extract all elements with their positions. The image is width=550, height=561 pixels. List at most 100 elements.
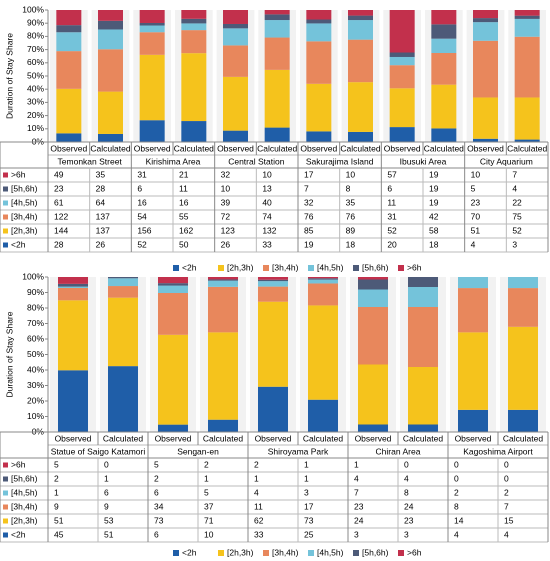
y-tick-label: 50% bbox=[27, 70, 44, 80]
bar-segment bbox=[208, 277, 238, 280]
bar-segment bbox=[98, 10, 123, 21]
table-cell: 122 bbox=[54, 211, 68, 221]
table-cell: 2 bbox=[454, 487, 459, 497]
table-cell: 57 bbox=[387, 169, 397, 179]
table-cell: 22 bbox=[512, 197, 522, 207]
x-tick-label: Calculated bbox=[403, 433, 443, 443]
y-tick-label: 10% bbox=[27, 411, 44, 421]
y-tick-label: 50% bbox=[27, 349, 44, 359]
table-cell: 53 bbox=[104, 515, 114, 525]
legend-label: [5h,6h) bbox=[362, 262, 389, 272]
y-tick-label: 40% bbox=[27, 364, 44, 374]
bar-segment bbox=[389, 52, 415, 57]
row-swatch bbox=[3, 462, 8, 468]
bar-segment bbox=[139, 22, 165, 26]
bar-segment bbox=[158, 285, 188, 293]
table-cell: 144 bbox=[54, 225, 68, 235]
table-cell: 5 bbox=[204, 487, 209, 497]
table-cell: 4 bbox=[471, 239, 476, 249]
row-swatch bbox=[3, 214, 8, 220]
bar-segment bbox=[208, 280, 238, 287]
table-cell: 61 bbox=[54, 197, 64, 207]
legend-swatch bbox=[263, 550, 269, 556]
bar-segment bbox=[348, 15, 373, 21]
row-swatch bbox=[3, 186, 8, 192]
row-swatch bbox=[3, 490, 8, 496]
bar-segment bbox=[389, 10, 415, 53]
table-cell: 72 bbox=[221, 211, 231, 221]
table-cell: 5 bbox=[54, 459, 59, 469]
bar-segment bbox=[223, 28, 248, 46]
table-cell: 3 bbox=[404, 529, 409, 539]
table-cell: 7 bbox=[504, 501, 509, 511]
table-cell: 24 bbox=[354, 515, 364, 525]
table-cell: 0 bbox=[104, 459, 109, 469]
table-cell: 19 bbox=[429, 197, 439, 207]
bar-segment bbox=[348, 131, 373, 142]
x-tick-label: Calculated bbox=[507, 143, 547, 153]
bar-segment bbox=[108, 286, 138, 298]
table-cell: 15 bbox=[504, 515, 514, 525]
bar-segment bbox=[181, 30, 207, 54]
group-label: Statue of Saigo Katamori bbox=[51, 446, 146, 456]
table-cell: 1 bbox=[304, 459, 309, 469]
bar-segment bbox=[58, 283, 88, 287]
table-cell: 162 bbox=[179, 225, 193, 235]
bar-segment bbox=[158, 292, 188, 335]
row-swatch bbox=[3, 504, 8, 510]
x-tick-label: Observed bbox=[217, 143, 254, 153]
bar-segment bbox=[348, 82, 373, 132]
y-tick-label: 70% bbox=[27, 318, 44, 328]
x-tick-label: Observed bbox=[255, 433, 292, 443]
table-cell: 8 bbox=[454, 501, 459, 511]
bar-segment bbox=[308, 277, 338, 279]
bar-segment bbox=[389, 127, 415, 142]
row-swatch bbox=[3, 518, 8, 524]
table-cell: 17 bbox=[304, 169, 314, 179]
table-cell: 19 bbox=[429, 169, 439, 179]
bar-segment bbox=[56, 51, 82, 89]
table-cell: 71 bbox=[204, 515, 214, 525]
table-cell: 76 bbox=[346, 211, 356, 221]
bar-segment bbox=[208, 286, 238, 333]
table-cell: 32 bbox=[304, 197, 314, 207]
table-cell: 1 bbox=[204, 473, 209, 483]
bar-segment bbox=[431, 84, 457, 129]
table-cell: 4 bbox=[504, 529, 509, 539]
table-cell: 6 bbox=[387, 183, 392, 193]
table-cell: 31 bbox=[387, 211, 397, 221]
table-cell: 4 bbox=[354, 473, 359, 483]
bar-segment bbox=[358, 277, 388, 280]
bar-segment bbox=[458, 277, 488, 289]
group-label: Kagoshima Airport bbox=[463, 446, 533, 456]
table-cell: 7 bbox=[354, 487, 359, 497]
table-cell: 5 bbox=[471, 183, 476, 193]
bar-segment bbox=[208, 332, 238, 420]
bar-segment bbox=[181, 53, 207, 122]
row-label: >6h bbox=[11, 169, 26, 179]
bar-segment bbox=[98, 91, 123, 134]
bar-segment bbox=[514, 97, 540, 140]
legend-label: [5h,6h) bbox=[362, 547, 389, 557]
bar-segment bbox=[358, 364, 388, 425]
bar-segment bbox=[264, 20, 290, 38]
bar-segment bbox=[139, 10, 165, 23]
bar-segment bbox=[158, 277, 188, 284]
table-cell: 11 bbox=[254, 501, 263, 511]
legend-label: [3h,4h) bbox=[272, 262, 299, 272]
table-cell: 31 bbox=[137, 169, 147, 179]
bar-segment bbox=[56, 32, 82, 52]
y-tick-label: 100% bbox=[22, 271, 44, 281]
bar-segment bbox=[258, 281, 288, 287]
table-cell: 4 bbox=[254, 487, 259, 497]
table-cell: 28 bbox=[54, 239, 64, 249]
table-cell: 11 bbox=[387, 197, 396, 207]
table-cell: 35 bbox=[346, 197, 356, 207]
table-cell: 2 bbox=[254, 459, 259, 469]
bar-segment bbox=[473, 40, 498, 98]
table-cell: 10 bbox=[204, 529, 214, 539]
group-label: Temonkan Street bbox=[58, 156, 123, 166]
table-cell: 17 bbox=[304, 501, 314, 511]
bar-segment bbox=[139, 120, 165, 142]
y-tick-label: 100% bbox=[22, 4, 44, 14]
